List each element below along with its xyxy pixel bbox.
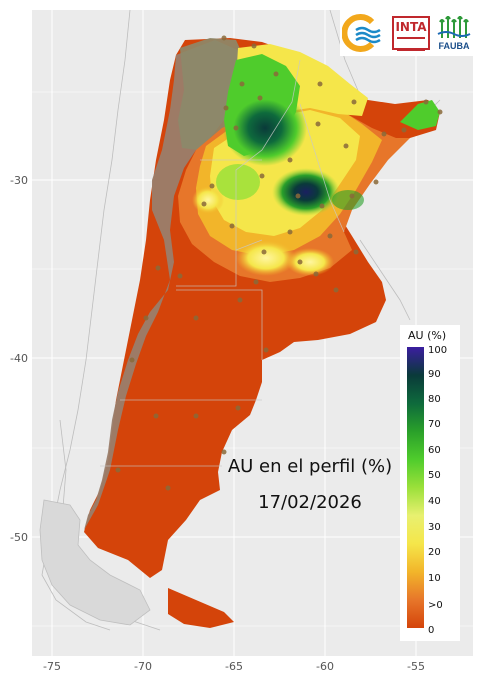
- legend-label: 50: [428, 470, 441, 481]
- fauba-logo-text: FAUBA: [438, 41, 470, 51]
- fauba-logo: FAUBA: [436, 14, 472, 54]
- legend-label: 20: [428, 547, 441, 558]
- moisture-legend: AU (%) 100 90 80 70 60 50 40 30 20 10 >0…: [400, 325, 460, 641]
- misiones-wet-zone: [400, 100, 440, 130]
- legend-label: >0: [428, 600, 443, 611]
- green-patch-central: [216, 164, 260, 200]
- legend-label: 30: [428, 522, 441, 533]
- legend-color-bar: [407, 347, 424, 628]
- legend-label: 60: [428, 445, 441, 456]
- x-tick-label: -75: [43, 660, 61, 673]
- map-date: 17/02/2026: [258, 492, 362, 513]
- yellow-patch-southeast: [286, 248, 334, 276]
- x-axis-ticks: -75 -70 -65 -60 -55: [43, 660, 425, 673]
- inta-logo: INTA: [392, 16, 430, 51]
- wet-core-east: [272, 168, 340, 216]
- map-title: AU en el perfil (%): [227, 456, 393, 477]
- yellow-patch-west: [192, 186, 224, 214]
- circle-wave-logo-icon: [342, 14, 381, 52]
- x-tick-label: -55: [407, 660, 425, 673]
- x-tick-label: -70: [134, 660, 152, 673]
- y-axis-ticks: -30 -40 -50: [10, 174, 28, 544]
- yellow-patch-south: [236, 240, 296, 276]
- inta-logo-lines: [397, 37, 425, 51]
- legend-title: AU (%): [408, 329, 447, 342]
- legend-label: 90: [428, 369, 441, 380]
- province-borders: [100, 59, 345, 467]
- y-tick-label: -50: [10, 531, 28, 544]
- andes-north-no-data: [178, 38, 246, 150]
- weather-stations: [115, 35, 443, 491]
- legend-label: 70: [428, 419, 441, 430]
- legend-label: 0: [428, 625, 435, 636]
- legend-label: 80: [428, 394, 441, 405]
- chile-islands: [39, 499, 151, 626]
- legend-label: 40: [428, 496, 441, 507]
- wet-core-west: [223, 90, 307, 166]
- legend-label: 10: [428, 573, 441, 584]
- fauba-plant-icon: [437, 16, 471, 38]
- tierra-del-fuego: [168, 588, 234, 628]
- institution-logos: INTA FAUBA: [340, 10, 474, 56]
- x-tick-label: -60: [316, 660, 334, 673]
- x-tick-label: -65: [225, 660, 243, 673]
- y-tick-label: -30: [10, 174, 28, 187]
- legend-label: 100: [428, 345, 448, 356]
- green-patch-se: [332, 190, 364, 210]
- y-tick-label: -40: [10, 352, 28, 365]
- inta-logo-text: INTA: [395, 20, 427, 34]
